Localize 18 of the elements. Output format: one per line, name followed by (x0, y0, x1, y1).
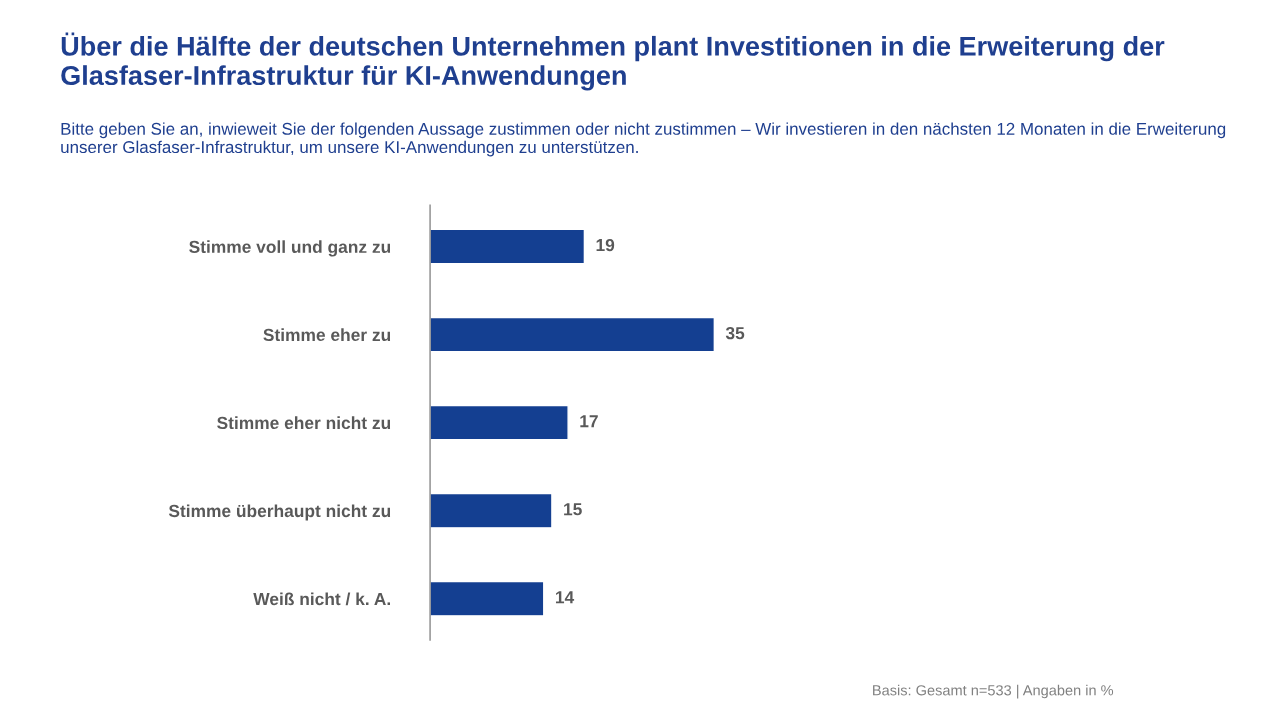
y-tick-label: Stimme eher nicht zu (217, 416, 391, 430)
y-tick-label: Stimme überhaupt nicht zu (168, 504, 391, 521)
bar (430, 316, 716, 353)
data-label: 17 (580, 415, 598, 428)
data-label: 19 (596, 238, 615, 252)
data-label: 14 (555, 591, 575, 604)
y-tick-label: Stimme voll und ganz zu (189, 240, 391, 257)
data-label: 35 (725, 326, 745, 340)
data-label: 15 (564, 503, 582, 516)
bar (430, 580, 545, 617)
y-tick-label: Stimme eher zu (263, 328, 391, 342)
bar (430, 404, 569, 441)
chart-subtitle: Bitte geben Sie an, inwieweit Sie der folgenden Aussage zustimmen oder nicht zustimmen – Wir investieren in den nächsten 12 Monaten in die Erweiterung unserer Glasfaser-Infrastruktur, um unsere KI-Anwendungen zu unterstützen. (61, 122, 1226, 157)
chart-title: Über die Hälfte der deutschen Unternehmen plant Investitionen in die Erweiterung der Glasfaser-Infrastruktur für KI-Anwendungen (61, 32, 1165, 91)
bar (430, 492, 553, 529)
bar (430, 228, 586, 265)
text: Basis: Gesamt n=533 | Angaben in % (873, 684, 1114, 699)
y-tick-label: Weiß nicht / k. A. (253, 592, 391, 606)
